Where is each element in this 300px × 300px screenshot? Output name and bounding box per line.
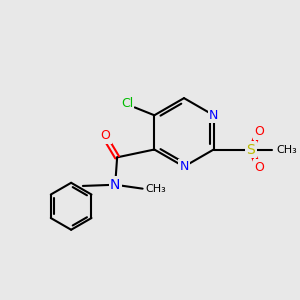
Text: Cl: Cl bbox=[121, 97, 133, 110]
Text: N: N bbox=[179, 160, 189, 173]
Text: N: N bbox=[209, 109, 218, 122]
Text: O: O bbox=[254, 125, 264, 138]
Text: CH₃: CH₃ bbox=[276, 145, 297, 154]
Text: S: S bbox=[247, 142, 255, 157]
Text: O: O bbox=[254, 160, 264, 174]
Text: CH₃: CH₃ bbox=[146, 184, 166, 194]
Text: N: N bbox=[110, 178, 120, 192]
Text: O: O bbox=[100, 129, 110, 142]
